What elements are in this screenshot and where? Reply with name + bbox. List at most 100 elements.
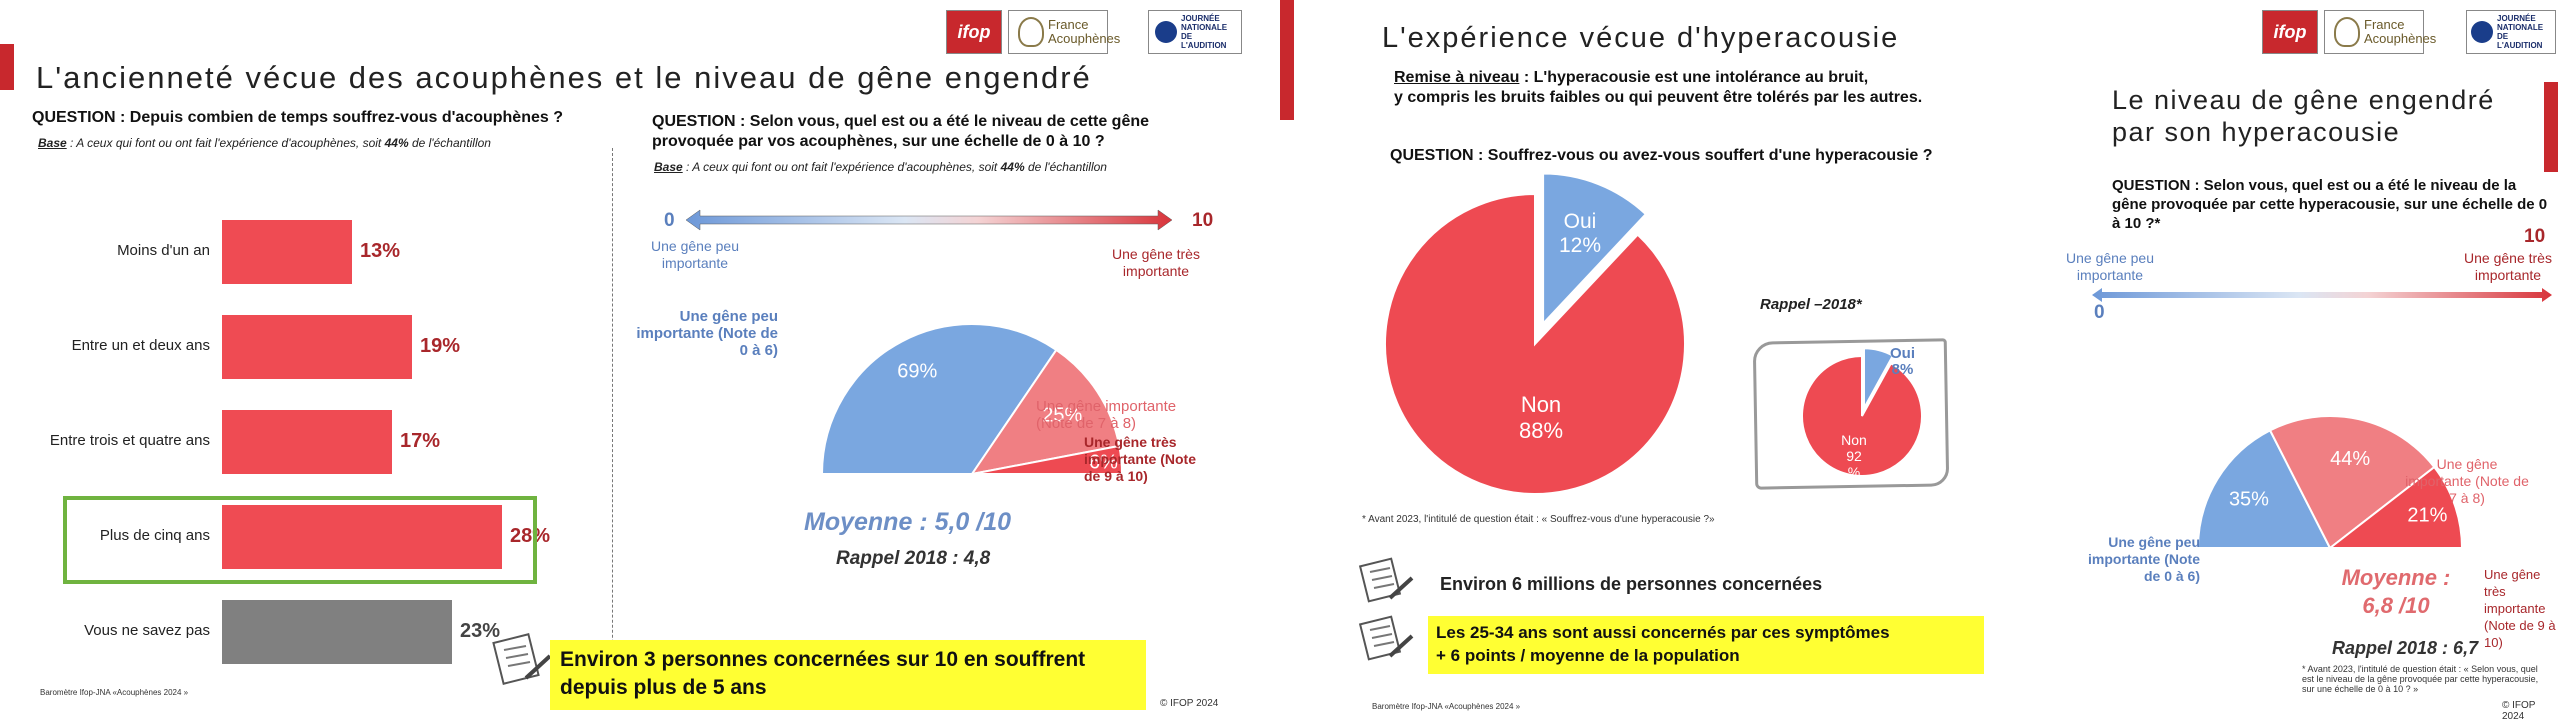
moyenne: Moyenne :6,8 /10: [2341, 565, 2451, 618]
rappel: Rappel 2018 : 4,8: [836, 548, 991, 569]
pie-gene-acouphenes: 69% 25% 6%: [820, 323, 1124, 476]
bar-category-label: Entre trois et quatre ans: [49, 432, 210, 449]
pie-slice: [969, 348, 1121, 476]
bar: [222, 220, 352, 284]
highlight-frame: [63, 496, 537, 584]
jna-logo: JOURNÉE NATIONALE DE L'AUDITION: [1148, 10, 1242, 54]
france-acouphenes-logo: France Acouphènes: [2324, 10, 2436, 54]
pie-value-label: 69%: [897, 361, 937, 383]
question-right: QUESTION : Selon vous, quel est ou a été…: [652, 113, 1150, 150]
pie-slice: [2268, 415, 2436, 550]
notes-pencil-icon: [492, 633, 552, 685]
jna-logo: JOURNÉE NATIONALE DE L'AUDITION: [2466, 10, 2556, 54]
question-gene-hyper: QUESTION : Selon vous, quel est ou a été…: [2112, 177, 2548, 232]
bar-value-label: 28%: [510, 525, 551, 547]
footnote: Baromètre Ifop-JNA «Acouphènes 2024 »: [40, 688, 189, 697]
bar-category-label: Vous ne savez pas: [84, 622, 210, 639]
callout: Environ 3 personnes concernées sur 10 en…: [550, 640, 1146, 710]
accent-bar-right: [2544, 82, 2558, 172]
pie-value-label: 25%: [1042, 405, 1082, 427]
footnote: * Avant 2023, l'intitulé de question éta…: [1362, 514, 1715, 525]
pie-oui-label: Oui 12%: [1558, 210, 1602, 257]
slide-acouphenes: ifop France Acouphènes JOURNÉE NATIONALE…: [0, 10, 1242, 710]
bar-value-label: 13%: [360, 240, 401, 262]
scale-max: 10: [2524, 226, 2546, 247]
pie-label-mid: Une gêne importante (Note de 7 à 8): [2405, 456, 2529, 506]
pie-2018-oui-label: Oui 8%: [1890, 345, 1915, 378]
scale-max-label: Une gêne très importante: [2464, 250, 2552, 283]
ear-icon: [2471, 21, 2493, 43]
pie-slice: [971, 444, 1124, 475]
pie-value-label: 6%: [1089, 452, 1118, 474]
section-title: Le niveau de gêne engendré par son hypera…: [2112, 85, 2495, 147]
base-left: Base : A ceux qui font ou ont fait l'exp…: [38, 136, 491, 150]
base-right: Base : A ceux qui font ou ont fait l'exp…: [654, 160, 1107, 174]
remise-a-niveau: Remise à niveau : L'hyperacousie est une…: [1394, 69, 1923, 106]
pie-hyperacousie-2018: [1801, 348, 1923, 477]
pie-value-label: 21%: [2407, 505, 2447, 527]
pie-label-mid: Une gêne importante (Note de 7 à 8): [1036, 398, 1177, 432]
notes-pencil-icon: [1358, 615, 1414, 661]
pie-slice: [1801, 354, 1923, 477]
gradient-scale-arrow: [686, 209, 1172, 231]
moyenne: Moyenne : 5,0 /10: [804, 508, 1012, 536]
pie-value-label: 44%: [2330, 448, 2370, 470]
accent-bar: [0, 44, 14, 90]
scale-min: 0: [664, 210, 675, 231]
bar-value-label: 17%: [400, 430, 441, 452]
pie-label-high: Une gêne très importante (Note de 9 à 10…: [1084, 434, 1196, 484]
pie-gene-hyperacousie: 35% 44% 21%: [2196, 415, 2464, 550]
pie-slice: [820, 323, 1058, 475]
scale-min: 0: [2094, 302, 2105, 323]
pie-label-high: Une gêne très importante (Note de 9 à 10…: [2484, 567, 2556, 650]
bar-category-label: Entre un et deux ans: [71, 337, 210, 354]
scale-min-label: Une gêne peu importante: [2066, 250, 2154, 283]
pie-value-label: 35%: [2229, 488, 2269, 510]
divider: [612, 148, 613, 708]
pie-label-low: Une gêne peu importante (Note de 0 à 6): [636, 308, 778, 359]
page-title: L'ancienneté vécue des acouphènes et le …: [36, 60, 1092, 95]
footnote-right: * Avant 2023, l'intitulé de question éta…: [2302, 664, 2539, 694]
pie-hyperacousie: [1384, 172, 1686, 495]
slide-hyperacousie: ifop France Acouphènes JOURNÉE NATIONALE…: [1280, 0, 2560, 726]
scale-min-label: Une gêne peu importante: [651, 238, 739, 271]
pie-label-low: Une gêne peu importante (Note de 0 à 6): [2088, 534, 2200, 584]
pie-non-label: Non 88%: [1518, 392, 1564, 443]
ifop-logo: ifop: [2262, 10, 2318, 54]
ear-icon: [1018, 17, 1044, 47]
accent-bar: [1280, 0, 1294, 120]
rappel: Rappel 2018 : 6,7: [2332, 638, 2479, 658]
bar-category-label: Plus de cinq ans: [99, 527, 210, 544]
bar: [222, 505, 502, 569]
gradient-scale-arrow: [2092, 288, 2552, 302]
copyright: © IFOP 2024: [2502, 700, 2536, 722]
bar-chart: Moins d'un an 13% Entre un et deux ans 19% E…: [0, 150, 600, 690]
question-hyper: QUESTION : Souffrez-vous ou avez-vous so…: [1390, 147, 1933, 164]
france-acouphenes-logo: France Acouphènes: [1008, 10, 1120, 54]
pie-slice: [1384, 192, 1686, 495]
question-left: QUESTION : Depuis combien de temps souff…: [32, 109, 563, 126]
pie-slice: [2327, 465, 2464, 549]
ear-icon: [2334, 17, 2360, 47]
scale-max: 10: [1192, 210, 1214, 231]
bar: [222, 600, 452, 664]
scale-max-label: Une gêne très importante: [1112, 246, 1200, 279]
pie-slice: [1862, 348, 1895, 409]
ear-icon: [1155, 21, 1177, 43]
copyright: © IFOP 2024: [1160, 698, 1219, 709]
bar-category-label: Moins d'un an: [117, 242, 210, 259]
notes-pencil-icon: [1358, 557, 1414, 603]
bar: [222, 410, 392, 474]
callout-25-34: Les 25-34 ans sont aussi concernés par c…: [1428, 616, 1984, 674]
bar: [222, 315, 412, 379]
barometre: Baromètre Ifop-JNA «Acouphènes 2024 »: [1372, 702, 1521, 711]
pie-slice: [1542, 172, 1648, 327]
stat-millions: Environ 6 millions de personnes concerné…: [1440, 574, 1823, 594]
ifop-logo: ifop: [946, 10, 1002, 54]
rappel-2018-title: Rappel –2018*: [1760, 296, 1862, 313]
pie-slice: [2196, 429, 2332, 549]
bar-value-label: 19%: [420, 335, 461, 357]
page-title: L'expérience vécue d'hyperacousie: [1382, 22, 1900, 54]
pie-2018-non-label: Non 92%: [1841, 432, 1867, 480]
bar-value-label: 23%: [460, 620, 501, 642]
